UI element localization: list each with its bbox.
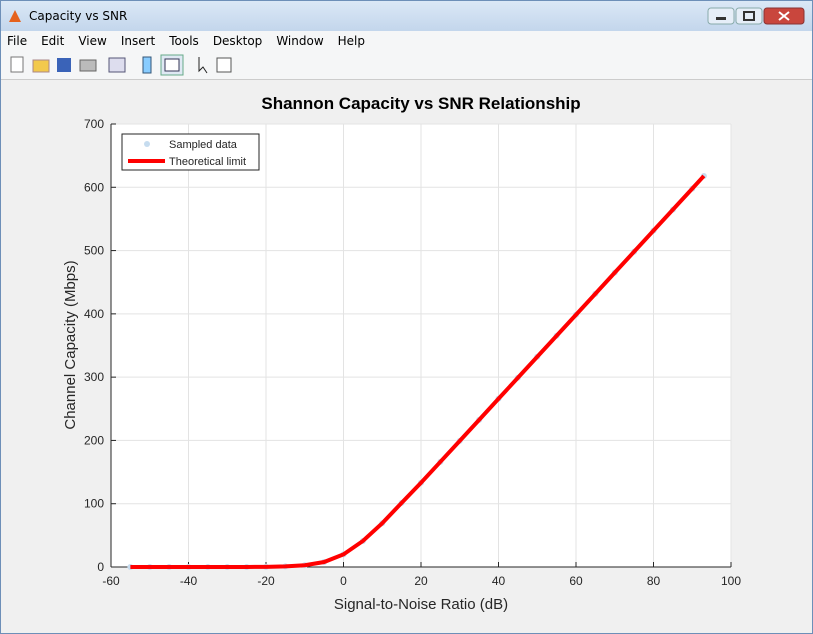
y-tick-label: 700 — [84, 117, 104, 131]
menu-item[interactable]: Help — [337, 34, 365, 48]
menu-item[interactable]: File — [7, 34, 28, 48]
x-tick-label: 80 — [647, 574, 661, 588]
menu-bar: File Edit View Insert Tools Desktop Window Help — [1, 31, 812, 51]
x-tick-label: 60 — [569, 574, 583, 588]
chart-title: Shannon Capacity vs SNR Relationship — [261, 94, 580, 113]
legend-label: Theoretical limit — [169, 156, 246, 168]
menu-item[interactable]: View — [78, 34, 107, 48]
legend-swatch — [144, 141, 150, 147]
toolbar-icons[interactable] — [1, 51, 241, 79]
x-tick-label: 40 — [492, 574, 506, 588]
x-axis-label: Signal-to-Noise Ratio (dB) — [334, 596, 508, 613]
menu-item[interactable]: Edit — [41, 34, 65, 48]
x-tick-label: 0 — [340, 574, 347, 588]
menu-item[interactable]: Desktop — [212, 34, 263, 48]
y-tick-label: 500 — [84, 244, 104, 258]
toolbar — [1, 51, 812, 80]
chart: Shannon Capacity vs SNR Relationship Sig… — [62, 94, 741, 613]
menu-item[interactable]: Window — [276, 34, 324, 48]
y-axis-label: Channel Capacity (Mbps) — [62, 260, 79, 429]
menu-item[interactable]: Tools — [169, 34, 199, 48]
y-tick-label: 600 — [84, 180, 104, 194]
x-tick-label: -40 — [180, 574, 198, 588]
data-line — [130, 174, 706, 569]
legend-label: Sampled data — [169, 139, 238, 151]
x-tick-label: -60 — [102, 574, 120, 588]
legend-box — [121, 133, 260, 171]
y-tick-label: 400 — [84, 307, 104, 321]
x-tick-label: 100 — [721, 574, 741, 588]
window-controls[interactable] — [706, 6, 806, 26]
legend: Sampled data Theoretical limit — [121, 133, 260, 171]
x-tick-label: -20 — [257, 574, 275, 588]
y-tick-label: 100 — [84, 497, 104, 511]
y-tick-label: 200 — [84, 433, 104, 447]
y-tick-label: 0 — [97, 560, 104, 574]
app-icon — [9, 10, 21, 22]
window-title: Capacity vs SNR — [29, 9, 128, 23]
title-bar: Capacity vs SNR — [1, 1, 812, 31]
x-tick-label: 20 — [414, 574, 428, 588]
y-tick-label: 300 — [84, 370, 104, 384]
menu-item[interactable]: Insert — [120, 34, 156, 48]
